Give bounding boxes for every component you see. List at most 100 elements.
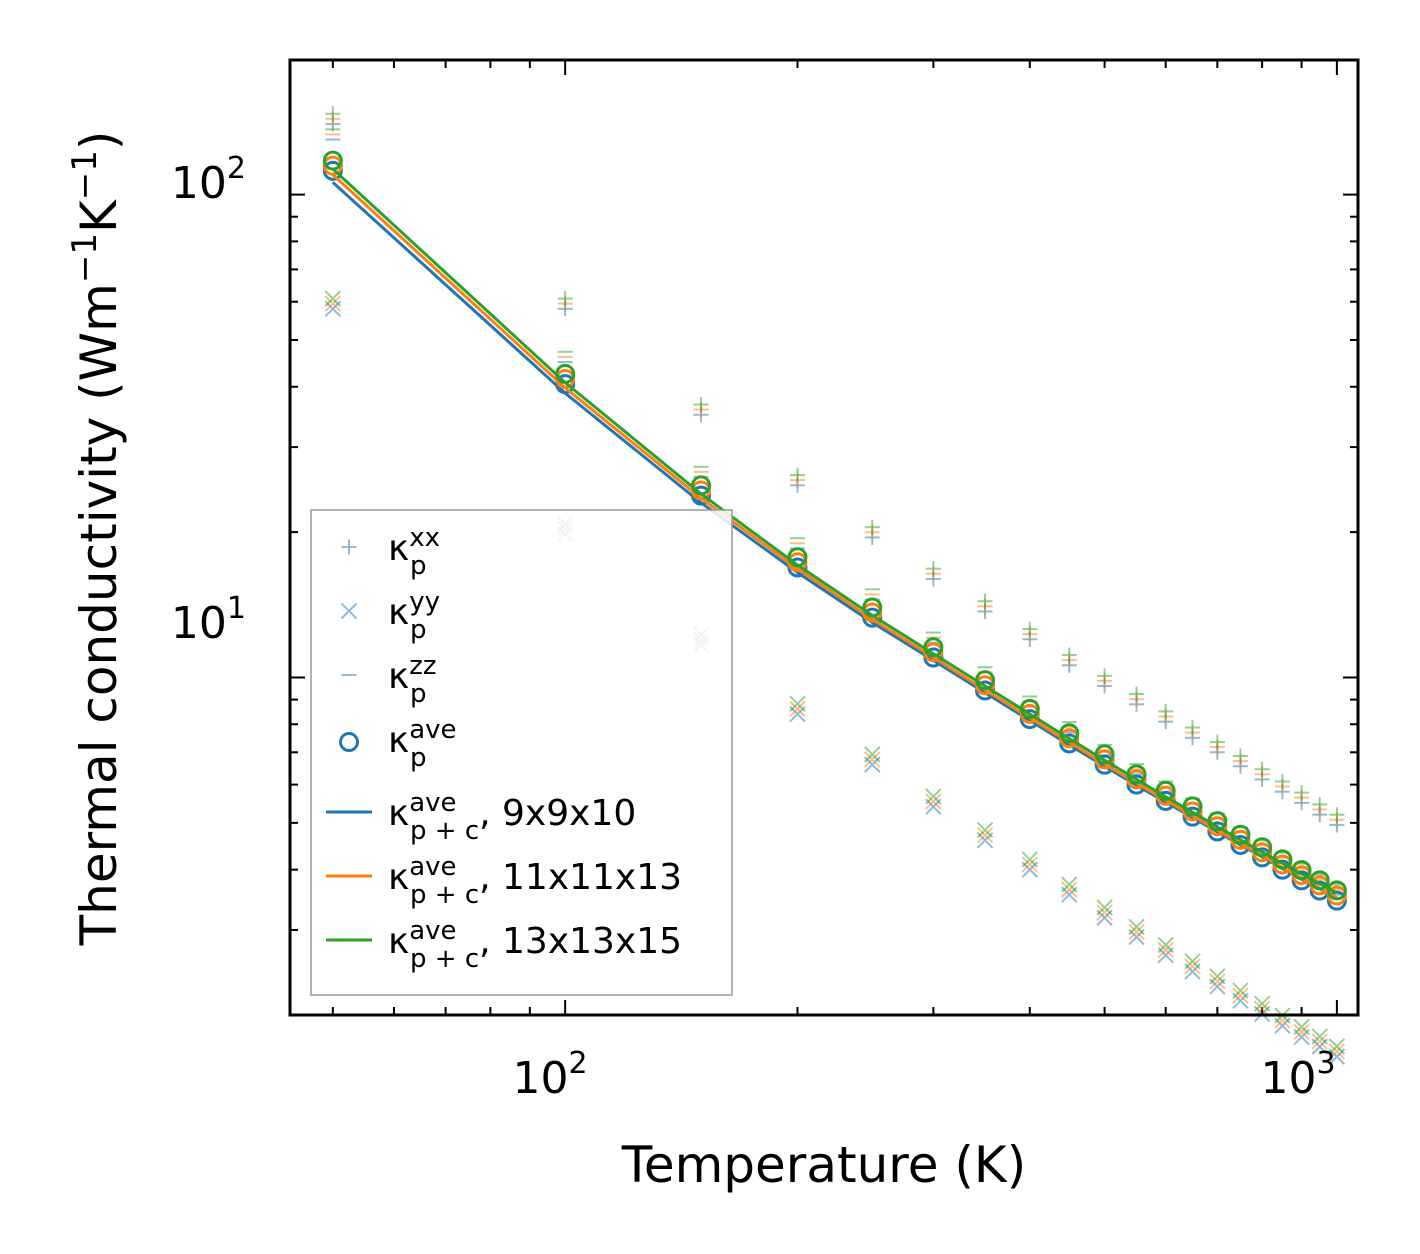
point-kp_yy-green (864, 746, 881, 763)
point-kp_yy-green-b (1021, 851, 1038, 868)
point-kp_ave-green (862, 597, 883, 618)
point-kp_ave-green (1059, 723, 1080, 744)
point-kp_yy-green (1157, 936, 1174, 954)
point-kp_yy-orange-b (976, 826, 994, 844)
point-kp_xx-green (1294, 785, 1310, 801)
point-kp_yy-orange (1232, 987, 1249, 1004)
point-kp_ave-green (787, 547, 808, 568)
point-kp_xx-green (1232, 748, 1248, 764)
legend-label-kpc-11x11x13: κave p + c, 11x11x13 (388, 852, 682, 910)
point-kp_yy-orange-b (1096, 904, 1113, 921)
point-kp_yy-orange-b (1293, 1023, 1310, 1041)
point-kp_yy-orange (1157, 941, 1174, 959)
point-kp_yy-green-b (1157, 936, 1174, 954)
point-kp_yy-orange (1311, 1033, 1328, 1050)
point-kp_xx-green (557, 291, 573, 307)
point-kp_yy-orange-b (925, 793, 942, 810)
point-kp_yy-orange (1184, 958, 1201, 975)
point-kp_xx-green (1185, 720, 1201, 736)
point-kp_xx-green (1158, 703, 1174, 719)
y-tick-label-100: 102 (171, 151, 246, 209)
point-kp_ave-green (1094, 744, 1115, 765)
point-kp_yy-green-b (1328, 1038, 1346, 1055)
point-kp_xx-green (1329, 807, 1345, 823)
x-tick-label-100: 102 (512, 1046, 587, 1104)
legend-marker-circle (339, 732, 359, 752)
point-kp_xx-green (1254, 761, 1270, 777)
legend-markers (326, 539, 372, 942)
point-kp_xx-green (1312, 796, 1328, 812)
point-kp_xx-green (1274, 773, 1290, 789)
point-kp_yy-orange (1328, 1043, 1346, 1060)
point-kp_yy-orange (1021, 856, 1038, 873)
series-kp_xx-green (325, 106, 1345, 823)
point-kp_yy-orange-b (1328, 1043, 1346, 1060)
point-kp_yy-orange (1096, 904, 1113, 921)
point-kp_yy-green-b (1128, 918, 1145, 936)
point-kp_yy-green-b (1096, 899, 1113, 916)
point-kp_yy-green-b (1311, 1028, 1328, 1045)
point-kp_yy-orange (925, 793, 942, 810)
legend: κxx p κyy p κzz p κave p κave p + c, 9x9x10 κ… (310, 509, 733, 996)
legend-label-kpc-9x9x10: κave p + c, 9x9x10 (388, 788, 636, 846)
y-axis-label: Thermal conductivity (Wm−1K−1) (65, 131, 128, 947)
point-kp_yy-green (1311, 1028, 1328, 1045)
point-kp_yy-orange (789, 700, 806, 718)
point-kp_xx-green (1129, 686, 1145, 702)
point-kp_yy-orange-b (1021, 856, 1038, 873)
point-kp_ave-green (923, 637, 944, 658)
point-kp_yy-orange-b (324, 295, 342, 312)
point-kp_yy-orange-b (1209, 973, 1226, 990)
point-kp_yy-green-b (1209, 968, 1226, 985)
point-kp_ave-green (975, 670, 996, 691)
point-kp_yy-green (976, 821, 994, 839)
point-kp_yy-orange (1061, 881, 1078, 898)
point-kp_yy-orange (1293, 1023, 1310, 1041)
point-kp_yy-green-b (925, 788, 942, 805)
point-kp_yy-orange-b (1232, 987, 1249, 1004)
point-kp_yy-orange-b (1128, 923, 1145, 941)
point-kp_ave-green (322, 150, 343, 171)
point-kp_ave-green (1019, 698, 1040, 719)
point-kp_yy-orange (1128, 923, 1145, 941)
point-kp_yy-green (1096, 899, 1113, 916)
point-kp_ave-green (1182, 796, 1203, 817)
point-kp_xx-green (693, 397, 709, 413)
point-kp_ave-green (555, 363, 576, 384)
point-kp_xx-green (789, 467, 805, 483)
legend-marker-plus (341, 539, 357, 555)
point-kp_yy-green (1061, 876, 1078, 893)
legend-label-kp-zz: κzz p (388, 651, 437, 709)
point-kp_yy-orange-b (1061, 881, 1078, 898)
point-kp_ave-green (1291, 860, 1312, 881)
legend-label-kp-yy: κyy p (388, 587, 440, 645)
point-kp_yy-green (1253, 995, 1271, 1012)
point-kp_yy-green (1128, 918, 1145, 936)
point-kp_yy-green (925, 788, 942, 805)
point-kp_ave-green (1272, 849, 1293, 870)
point-kp_yy-orange-b (1157, 941, 1174, 959)
legend-marker-x-b (340, 602, 358, 620)
point-kp_ave-green (1230, 824, 1251, 845)
point-kp_xx-green (325, 106, 341, 122)
point-kp_yy-green (1293, 1018, 1310, 1036)
point-kp_yy-green-b (1184, 953, 1201, 970)
point-kp_yy-green (1184, 953, 1201, 970)
legend-label-kp-ave: κave p (388, 715, 457, 773)
point-kp_ave-green (1326, 880, 1347, 901)
legend-label-kp-xx: κxx p (388, 523, 440, 581)
point-kp_ave-green (1309, 870, 1330, 891)
point-kp_yy-orange-b (789, 700, 806, 718)
point-kp_yy-orange (864, 751, 881, 768)
point-kp_yy-green-b (864, 746, 881, 763)
x-axis-label: Temperature (K) (621, 1136, 1026, 1194)
point-kp_yy-orange-b (864, 751, 881, 768)
point-kp_yy-green-b (789, 695, 806, 713)
point-kp_yy-green-b (976, 821, 994, 839)
point-kp_yy-green-b (1232, 982, 1249, 999)
point-kp_xx-green (1022, 621, 1038, 637)
point-kp_ave-green (691, 475, 712, 496)
point-kp_xx-green (977, 593, 993, 609)
point-kp_yy-green (1232, 982, 1249, 999)
series-line-kpc_13x13x15 (331, 167, 1338, 895)
